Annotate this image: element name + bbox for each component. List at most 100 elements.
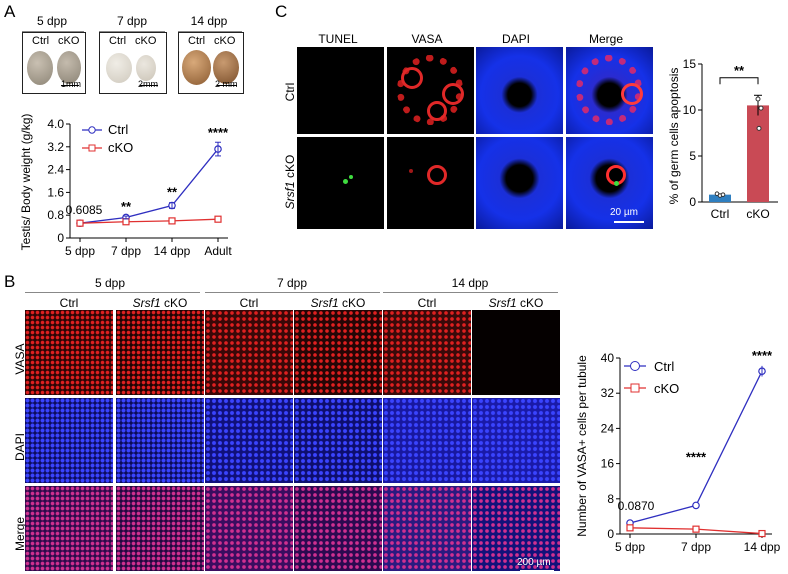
micrograph-vasa-0 xyxy=(25,310,113,395)
micrograph-merge-4 xyxy=(383,486,471,571)
x-tick-label: Adult xyxy=(204,244,232,258)
photo-scale: 2mm xyxy=(138,79,158,89)
point-cKO xyxy=(168,217,176,225)
row-ctrl: Ctrl xyxy=(283,82,297,102)
micrograph-vasa-3 xyxy=(294,310,382,395)
y-tick-label: 0.8 xyxy=(47,208,64,222)
micrograph-dapi-5 xyxy=(472,398,560,483)
subcol-cko-7: Srsf1 cKO xyxy=(310,296,366,310)
photo-title: 5 dpp xyxy=(36,14,68,28)
panel-letter-c: C xyxy=(275,2,288,21)
micrograph-dapi-ctrl xyxy=(476,47,563,134)
annotation: ** xyxy=(734,63,745,78)
annotation: **** xyxy=(686,449,707,464)
panel-letter-a: A xyxy=(4,2,16,21)
annotation: ** xyxy=(121,199,132,214)
micrograph-vasa-ctrl xyxy=(387,47,474,134)
col-vasa: VASA xyxy=(411,32,443,46)
y-tick-label: 40 xyxy=(601,351,615,365)
y-tick-label: 10 xyxy=(683,103,697,117)
series-line-Ctrl xyxy=(79,148,219,224)
series-line-cKO xyxy=(79,218,219,224)
annotation: **** xyxy=(208,125,229,140)
col-tunel: TUNEL xyxy=(318,32,358,46)
micrograph-vasa-cko xyxy=(387,137,474,229)
point-cKO xyxy=(758,529,766,538)
x-tick-label: Ctrl xyxy=(711,207,730,221)
legend-marker xyxy=(88,144,96,152)
photo-cko-label: cKO xyxy=(214,35,236,47)
bar-Ctrl xyxy=(709,194,731,202)
micrograph-dapi-4 xyxy=(383,398,471,483)
legend-label: cKO xyxy=(108,140,133,155)
subcol-ctrl-14: Ctrl xyxy=(417,296,437,310)
micrograph-tunel-ctrl xyxy=(297,47,384,134)
micrograph-dapi-1 xyxy=(116,398,204,483)
micrograph-dapi-cko xyxy=(476,137,563,229)
data-point xyxy=(756,125,762,131)
micrograph-merge-2 xyxy=(205,486,293,571)
micrograph-vasa-1 xyxy=(116,310,204,395)
chart-apoptosis: 0 5 10 15 Ctrl cKO ** % of germ cells apoptosis xyxy=(667,57,778,221)
annotation: 0.6085 xyxy=(66,203,103,217)
legend-marker xyxy=(630,383,640,393)
micrograph-merge-cko: 20 µm xyxy=(566,137,653,229)
annotation: **** xyxy=(752,348,773,363)
point-cKO xyxy=(692,525,700,533)
legend-marker xyxy=(88,126,96,134)
micrograph-tunel-cko xyxy=(297,137,384,229)
micrograph-vasa-4 xyxy=(383,310,471,395)
photo-cko-label: cKO xyxy=(58,35,80,47)
y-tick-label: 2.4 xyxy=(47,163,64,177)
point-cKO xyxy=(122,218,130,226)
group-7dpp: 7 dpp xyxy=(276,276,308,290)
y-tick-label: 8 xyxy=(607,492,614,506)
y-tick-label: 0 xyxy=(689,195,696,209)
data-point xyxy=(720,192,726,197)
row-srsf1-cko: Srsf1 cKO xyxy=(283,154,297,210)
y-tick-label: 15 xyxy=(683,57,697,71)
y-axis-label: % of germ cells apoptosis xyxy=(667,68,681,205)
annotation: 0.0870 xyxy=(618,499,655,513)
y-tick-label: 0 xyxy=(57,231,64,245)
micrograph-dapi-2 xyxy=(205,398,293,483)
col-merge: Merge xyxy=(588,32,623,46)
y-tick-label: 1.6 xyxy=(47,185,64,199)
legend-label: cKO xyxy=(654,381,679,396)
photo-ctrl-label: Ctrl xyxy=(109,35,127,47)
y-tick-label: 4.0 xyxy=(47,117,64,131)
photo-title: 14 dpp xyxy=(190,14,228,28)
bar-cKO xyxy=(747,105,769,202)
x-tick-label: 5 dpp xyxy=(615,540,645,554)
legend-marker xyxy=(630,361,640,371)
y-axis-label: Number of VASA+ cells per tubule xyxy=(575,355,589,537)
group-5dpp: 5 dpp xyxy=(94,276,126,290)
y-tick-label: 0 xyxy=(607,527,614,541)
photo-ctrl-label: Ctrl xyxy=(188,35,206,47)
y-tick-label: 3.2 xyxy=(47,140,64,154)
micrograph-merge-5 xyxy=(472,486,560,571)
photo-title: 7 dpp xyxy=(116,14,148,28)
micrograph-vasa-2 xyxy=(205,310,293,395)
point-cKO xyxy=(76,219,84,227)
scale-label: 200 µm xyxy=(517,557,551,568)
x-tick-label: 5 dpp xyxy=(65,244,95,258)
photo-cko-label: cKO xyxy=(135,35,157,47)
data-point xyxy=(755,96,761,102)
photo-scale: 2 mm xyxy=(215,79,238,89)
x-tick-label: 7 dpp xyxy=(111,244,141,258)
y-axis-label: Testis/ Body weight (g/kg) xyxy=(19,114,33,251)
data-point xyxy=(758,105,764,111)
micrograph-dapi-0 xyxy=(25,398,113,483)
y-tick-label: 32 xyxy=(601,386,615,400)
subcol-ctrl-5: Ctrl xyxy=(59,296,79,310)
micrograph-merge-ctrl xyxy=(566,47,653,134)
point-cKO xyxy=(626,524,634,532)
x-tick-label: cKO xyxy=(746,207,769,221)
subcol-cko-14: Srsf1 cKO xyxy=(488,296,544,310)
col-dapi: DAPI xyxy=(501,32,530,46)
subcol-ctrl-7: Ctrl xyxy=(239,296,259,310)
x-tick-label: 7 dpp xyxy=(681,540,711,554)
y-tick-label: 5 xyxy=(689,149,696,163)
micrograph-dapi-3 xyxy=(294,398,382,483)
